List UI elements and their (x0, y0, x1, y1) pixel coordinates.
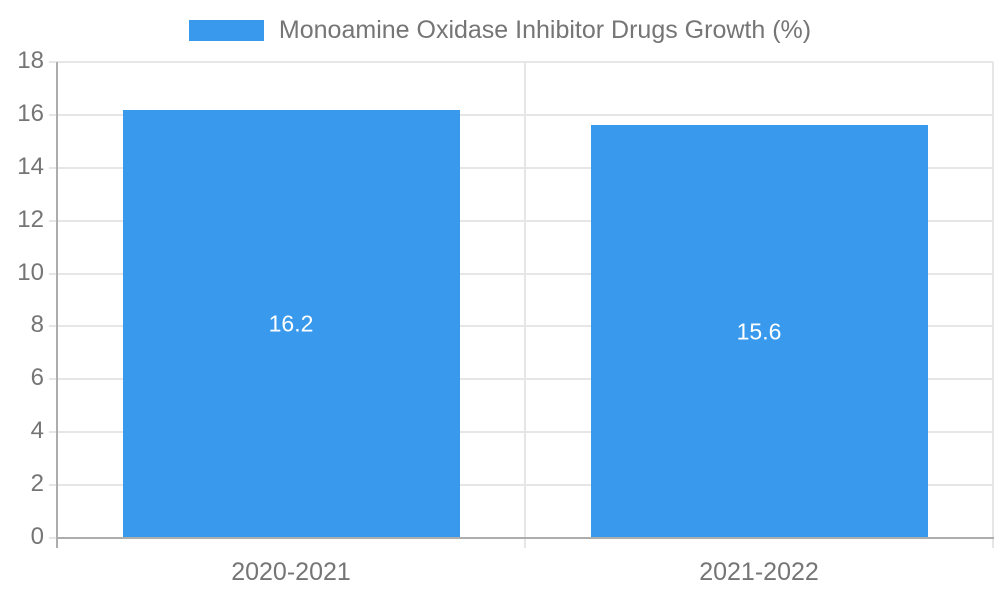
y-axis-tick (49, 378, 57, 381)
y-axis-tick (49, 431, 57, 434)
chart-legend: Monoamine Oxidase Inhibitor Drugs Growth… (0, 12, 1000, 48)
y-axis-tick (49, 325, 57, 328)
plot-right-border (992, 62, 994, 548)
category-divider-line (524, 62, 526, 548)
y-axis-tick-label: 18 (17, 46, 44, 74)
legend-swatch (188, 19, 264, 41)
y-axis-line (56, 62, 58, 548)
legend-label: Monoamine Oxidase Inhibitor Drugs Growth… (278, 16, 812, 44)
y-axis-tick-label: 4 (30, 417, 44, 445)
y-axis-tick (49, 219, 57, 222)
bar (590, 125, 928, 537)
y-axis-tick (49, 484, 57, 487)
y-axis-tick-label: 16 (17, 99, 44, 127)
y-axis-tick (49, 272, 57, 275)
x-axis-category-label: 2021-2022 (699, 558, 819, 586)
legend-item[interactable]: Monoamine Oxidase Inhibitor Drugs Growth… (188, 12, 812, 48)
y-axis-tick-label: 12 (17, 205, 44, 233)
x-axis-line (56, 537, 994, 539)
y-axis-tick (49, 113, 57, 116)
bar-value-label: 16.2 (268, 310, 314, 337)
y-axis-tick-label: 6 (30, 364, 44, 392)
bar (122, 109, 460, 537)
y-axis-tick-label: 0 (30, 522, 44, 550)
y-axis-tick (49, 537, 57, 539)
y-axis-tick (49, 166, 57, 169)
y-axis-tick-label: 8 (30, 311, 44, 339)
bar-value-label: 15.6 (736, 318, 782, 345)
y-axis-tick-label: 14 (17, 152, 44, 180)
x-axis-category-label: 2020-2021 (231, 558, 351, 586)
y-axis-tick-label: 10 (17, 258, 44, 286)
y-axis-tick (49, 61, 57, 63)
y-axis-tick-label: 2 (30, 469, 44, 497)
